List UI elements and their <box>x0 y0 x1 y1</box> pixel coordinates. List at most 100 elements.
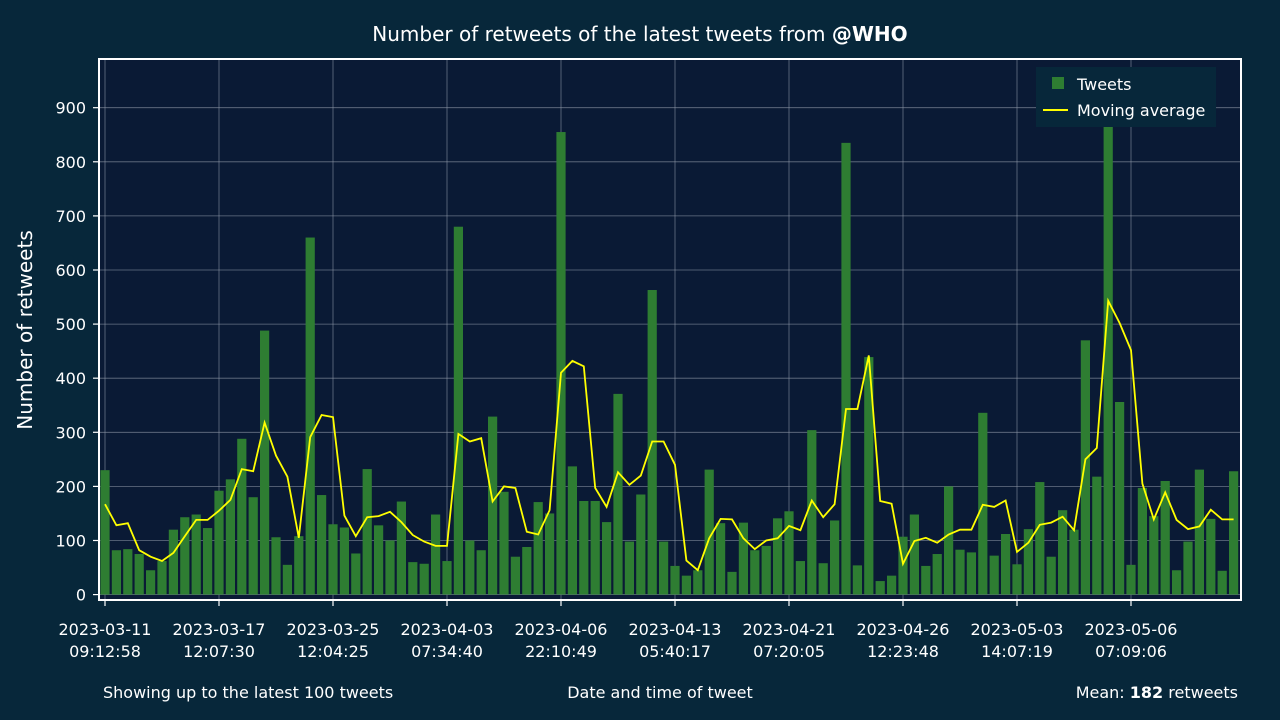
bar <box>1058 510 1068 595</box>
chart-title-prefix: Number of retweets of the latest tweets … <box>372 22 832 46</box>
bar <box>385 540 395 595</box>
bar <box>978 412 988 595</box>
x-tick-date: 2023-04-21 <box>743 620 836 639</box>
grid <box>99 59 1241 600</box>
bar <box>100 470 110 595</box>
bar <box>465 540 475 595</box>
bar <box>567 466 577 595</box>
bar <box>317 495 327 595</box>
footer-mean-label: Mean: <box>1076 683 1130 702</box>
x-tick-time: 09:12:58 <box>69 642 141 661</box>
x-tick-time: 07:20:05 <box>753 642 825 661</box>
y-axis-label: Number of retweets <box>13 230 37 430</box>
footer-mean: Mean: 182 retweets <box>1076 683 1238 702</box>
bar <box>522 546 532 595</box>
x-tick-time: 07:34:40 <box>411 642 483 661</box>
y-tick-label: 500 <box>55 315 86 334</box>
bar <box>750 550 760 595</box>
x-tick-date: 2023-05-06 <box>1085 620 1178 639</box>
x-axis: 2023-03-11 09:12:58 2023-03-17 12:07:30 2023… <box>59 600 1178 661</box>
bar <box>260 330 270 595</box>
x-tick-time: 07:09:06 <box>1095 642 1167 661</box>
bar <box>784 511 794 595</box>
bar <box>271 537 281 595</box>
bar <box>1137 488 1147 595</box>
bar <box>431 514 441 595</box>
bar <box>157 561 167 595</box>
y-tick-label: 700 <box>55 207 86 226</box>
bar <box>123 549 133 595</box>
bar <box>1069 529 1079 595</box>
bar <box>282 564 292 595</box>
bar <box>921 565 931 595</box>
bar <box>681 575 691 595</box>
bar <box>351 553 361 595</box>
bar <box>773 518 783 595</box>
bar <box>887 575 897 595</box>
x-tick-date: 2023-04-13 <box>629 620 722 639</box>
bar <box>1012 564 1022 595</box>
bar <box>1183 541 1193 595</box>
bar <box>214 490 224 595</box>
bar <box>1046 556 1056 595</box>
bar <box>864 357 874 595</box>
bar <box>1126 564 1136 595</box>
bar <box>807 430 817 595</box>
bar <box>624 541 634 595</box>
x-axis-label: Date and time of tweet <box>567 683 753 702</box>
bar <box>146 570 156 595</box>
x-tick-date: 2023-03-25 <box>287 620 380 639</box>
bar <box>1080 340 1090 595</box>
bar <box>1035 482 1045 595</box>
bar <box>396 501 406 595</box>
bar <box>453 226 463 595</box>
y-tick-label: 600 <box>55 261 86 280</box>
bar <box>442 561 452 595</box>
bar <box>225 479 235 595</box>
bar <box>248 497 258 595</box>
legend: Tweets Moving average <box>1036 67 1216 127</box>
bar <box>328 524 338 595</box>
bar <box>761 545 771 595</box>
bar <box>909 514 919 595</box>
legend-swatch-tweets <box>1052 77 1064 89</box>
bar <box>670 565 680 595</box>
plot-area <box>99 59 1241 600</box>
bar <box>203 528 213 595</box>
bar <box>168 529 178 595</box>
bar <box>111 550 121 595</box>
y-tick-label: 300 <box>55 423 86 442</box>
bar <box>1023 529 1033 595</box>
bar <box>818 563 828 595</box>
bar <box>1001 533 1011 595</box>
plot-frame <box>98 58 1242 601</box>
bar <box>510 556 520 595</box>
bar <box>499 491 509 595</box>
bar <box>1160 480 1170 595</box>
bar <box>716 523 726 595</box>
bar <box>932 554 942 595</box>
x-tick-time: 12:23:48 <box>867 642 939 661</box>
bar <box>237 438 247 595</box>
bar <box>476 550 486 595</box>
bar <box>556 132 566 595</box>
bar <box>294 536 304 595</box>
bar <box>738 522 748 595</box>
legend-label-tweets: Tweets <box>1076 75 1132 94</box>
bar <box>545 513 555 595</box>
legend-box <box>1036 67 1216 127</box>
bar <box>704 469 714 595</box>
bar <box>1217 570 1227 595</box>
bar <box>134 554 144 595</box>
bar <box>1206 518 1216 595</box>
bar <box>989 555 999 595</box>
y-tick-label: 900 <box>55 99 86 118</box>
x-tick-date: 2023-04-26 <box>857 620 950 639</box>
bar <box>533 502 543 595</box>
bar <box>1149 516 1159 595</box>
x-tick-date: 2023-05-03 <box>971 620 1064 639</box>
bar <box>590 500 600 595</box>
bar <box>830 520 840 595</box>
x-tick-time: 05:40:17 <box>639 642 711 661</box>
x-tick-time: 22:10:49 <box>525 642 597 661</box>
